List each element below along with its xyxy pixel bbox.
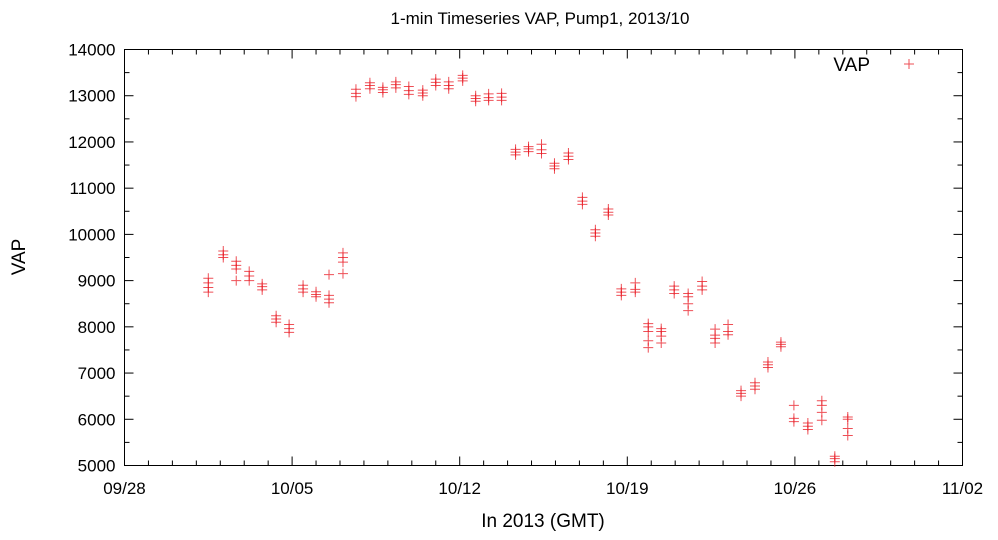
- data-point: [470, 90, 481, 101]
- data-point: [643, 335, 654, 346]
- data-point: [736, 385, 747, 396]
- y-tick-label: 6000: [78, 410, 116, 429]
- data-point: [218, 246, 229, 257]
- x-tick-label: 09/28: [103, 479, 146, 498]
- y-tick-label: 5000: [78, 457, 116, 476]
- data-point: [430, 74, 441, 85]
- data-point: [364, 77, 375, 88]
- data-points: [203, 70, 853, 467]
- data-point: [749, 377, 760, 388]
- y-tick-label: 14000: [68, 41, 115, 60]
- data-point: [577, 192, 588, 203]
- data-point: [643, 318, 654, 329]
- data-point: [549, 158, 560, 169]
- data-point: [669, 281, 680, 292]
- x-tick-label: 10/19: [606, 479, 649, 498]
- y-tick-label: 8000: [78, 318, 116, 337]
- data-point: [523, 141, 534, 152]
- data-point: [337, 268, 348, 279]
- y-tick-label: 13000: [68, 87, 115, 106]
- data-point: [417, 85, 428, 96]
- data-point: [298, 280, 309, 291]
- data-point: [656, 323, 667, 334]
- data-point: [203, 273, 214, 284]
- data-point: [377, 82, 388, 93]
- data-point: [762, 356, 773, 367]
- data-point: [390, 76, 401, 87]
- legend-label-vap: VAP: [833, 55, 870, 76]
- legend: VAP: [833, 55, 914, 76]
- data-point: [723, 319, 734, 330]
- data-point: [590, 224, 601, 235]
- x-tick-label: 11/02: [942, 479, 983, 498]
- data-point: [496, 88, 507, 99]
- data-point: [842, 423, 853, 434]
- data-point: [775, 337, 786, 348]
- data-point: [802, 417, 813, 428]
- y-tick-label: 12000: [68, 133, 115, 152]
- axis-tick-labels: 5000 6000 7000 8000 9000 10000 11000 12000 13000…: [68, 41, 983, 499]
- data-point: [616, 283, 627, 294]
- data-point: [483, 88, 494, 99]
- data-point: [697, 276, 708, 287]
- data-point: [403, 81, 414, 92]
- legend-plus-marker: [904, 59, 914, 69]
- data-point: [324, 269, 335, 280]
- data-point: [816, 395, 827, 406]
- plot-frame: [124, 49, 963, 466]
- y-tick-label: 7000: [78, 364, 116, 383]
- data-point: [683, 288, 694, 299]
- data-point: [630, 277, 641, 288]
- data-point: [337, 247, 348, 258]
- data-point: [710, 324, 721, 335]
- data-point: [231, 275, 242, 286]
- x-tick-label: 10/05: [271, 479, 314, 498]
- y-tick-label: 10000: [68, 225, 115, 244]
- y-tick-label: 9000: [78, 272, 116, 291]
- data-point: [350, 84, 361, 95]
- x-tick-label: 10/12: [438, 479, 481, 498]
- data-point: [324, 290, 335, 301]
- data-point: [536, 139, 547, 150]
- data-point: [443, 76, 454, 87]
- data-point: [284, 319, 295, 330]
- data-point: [829, 451, 840, 462]
- data-point: [563, 148, 574, 159]
- data-point: [311, 286, 322, 297]
- legend-marker-vap: [904, 59, 914, 69]
- chart-title: 1-min Timeseries VAP, Pump1, 2013/10: [391, 9, 690, 28]
- y-axis-label: VAP: [9, 239, 30, 276]
- x-tick-label: 10/26: [774, 479, 817, 498]
- data-point: [457, 70, 468, 81]
- axis-ticks: [124, 49, 963, 466]
- data-point: [257, 278, 268, 289]
- data-point: [842, 411, 853, 422]
- data-point: [603, 203, 614, 214]
- data-point: [271, 310, 282, 321]
- data-point: [788, 400, 799, 411]
- data-point: [244, 266, 255, 277]
- data-point: [788, 413, 799, 424]
- data-point: [231, 256, 242, 267]
- data-point: [510, 144, 521, 155]
- y-tick-label: 11000: [69, 179, 115, 198]
- x-axis-label: In 2013 (GMT): [481, 511, 605, 532]
